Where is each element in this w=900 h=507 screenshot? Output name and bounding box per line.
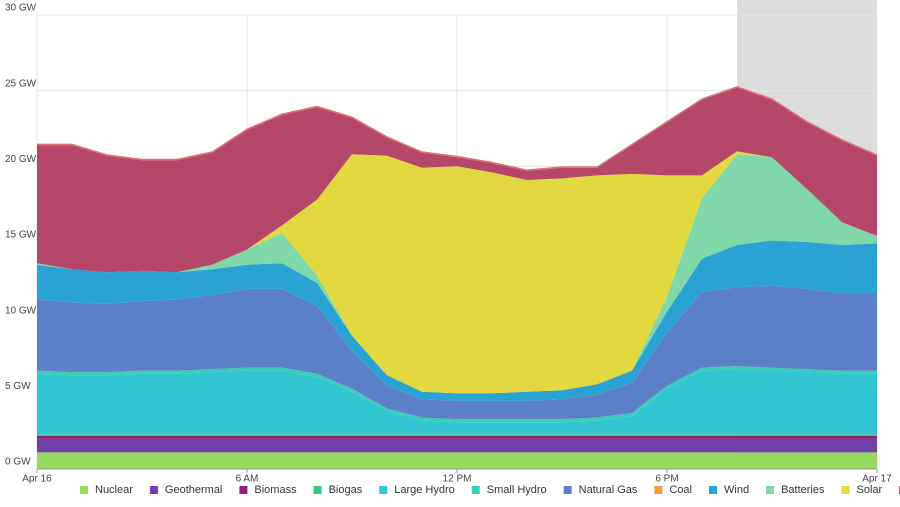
y-tick-label: 20 GW [5,154,37,165]
legend: Nuclear Geothermal Biomass Biogas Large Hydr… [80,484,900,496]
y-tick-label: 0 GW [5,457,31,468]
legend-label: Large Hydro [394,484,455,496]
legend-label: Coal [669,484,692,496]
y-tick-label: 25 GW [5,78,37,89]
area [37,87,877,273]
y-tick-label: 5 GW [5,381,31,392]
legend-label: Geothermal [165,484,222,496]
legend-swatch [239,486,248,494]
y-tick-label: 10 GW [5,305,37,316]
x-tick-label: 12 PM [443,474,472,485]
axes: 0 GW 5 GW 10 GW 15 GW 20 GW 25 GW 30 GW Apr 16 6… [5,3,892,485]
area [37,366,877,423]
legend-label: Wind [724,484,749,496]
legend-swatch [80,486,88,494]
legend-swatch [563,486,572,494]
area [37,285,877,420]
legend-label: Biogas [329,484,363,496]
legend-label: Solar [856,484,882,496]
legend-swatch [379,486,388,494]
x-tick-label: Apr 16 [22,474,52,485]
x-tick-label: Apr 17 [862,474,892,485]
legend-label: Batteries [781,484,825,496]
legend-label: Natural Gas [579,484,638,496]
area [37,154,877,394]
area [37,369,877,435]
legend-label: Small Hydro [487,484,547,496]
y-tick-label: 15 GW [5,230,37,241]
area [37,438,877,453]
area [37,151,877,394]
y-tick-label: 30 GW [5,3,37,14]
areas [37,86,877,469]
legend-swatch [471,486,480,494]
legend-swatch [841,486,850,494]
x-tick-label: 6 AM [236,474,259,485]
legend-swatch [654,486,663,494]
legend-label: Biomass [254,484,297,496]
legend-swatch [149,486,158,494]
area [37,434,877,436]
area [37,240,877,401]
legend-swatch [313,486,322,494]
legend-label: Nuclear [95,484,133,496]
legend-swatch [766,486,775,494]
area [37,452,877,469]
legend-swatch [709,486,717,494]
area [37,435,877,439]
x-tick-label: 6 PM [655,474,678,485]
